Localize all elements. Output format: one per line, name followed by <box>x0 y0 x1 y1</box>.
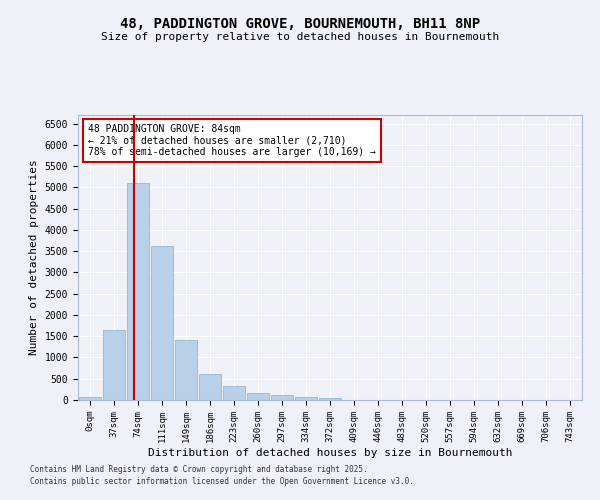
Text: 48 PADDINGTON GROVE: 84sqm
← 21% of detached houses are smaller (2,710)
78% of s: 48 PADDINGTON GROVE: 84sqm ← 21% of deta… <box>88 124 376 157</box>
Bar <box>271 396 293 400</box>
Text: Contains public sector information licensed under the Open Government Licence v3: Contains public sector information licen… <box>30 478 414 486</box>
Bar <box>175 340 197 400</box>
Text: Contains HM Land Registry data © Crown copyright and database right 2025.: Contains HM Land Registry data © Crown c… <box>30 465 368 474</box>
Bar <box>103 330 125 400</box>
Text: 48, PADDINGTON GROVE, BOURNEMOUTH, BH11 8NP: 48, PADDINGTON GROVE, BOURNEMOUTH, BH11 … <box>120 18 480 32</box>
Bar <box>247 394 269 400</box>
Bar <box>79 397 101 400</box>
Bar <box>223 386 245 400</box>
Text: Size of property relative to detached houses in Bournemouth: Size of property relative to detached ho… <box>101 32 499 42</box>
Y-axis label: Number of detached properties: Number of detached properties <box>29 160 39 356</box>
X-axis label: Distribution of detached houses by size in Bournemouth: Distribution of detached houses by size … <box>148 448 512 458</box>
Bar <box>151 246 173 400</box>
Bar <box>199 374 221 400</box>
Bar <box>127 183 149 400</box>
Bar <box>319 398 341 400</box>
Bar <box>295 397 317 400</box>
